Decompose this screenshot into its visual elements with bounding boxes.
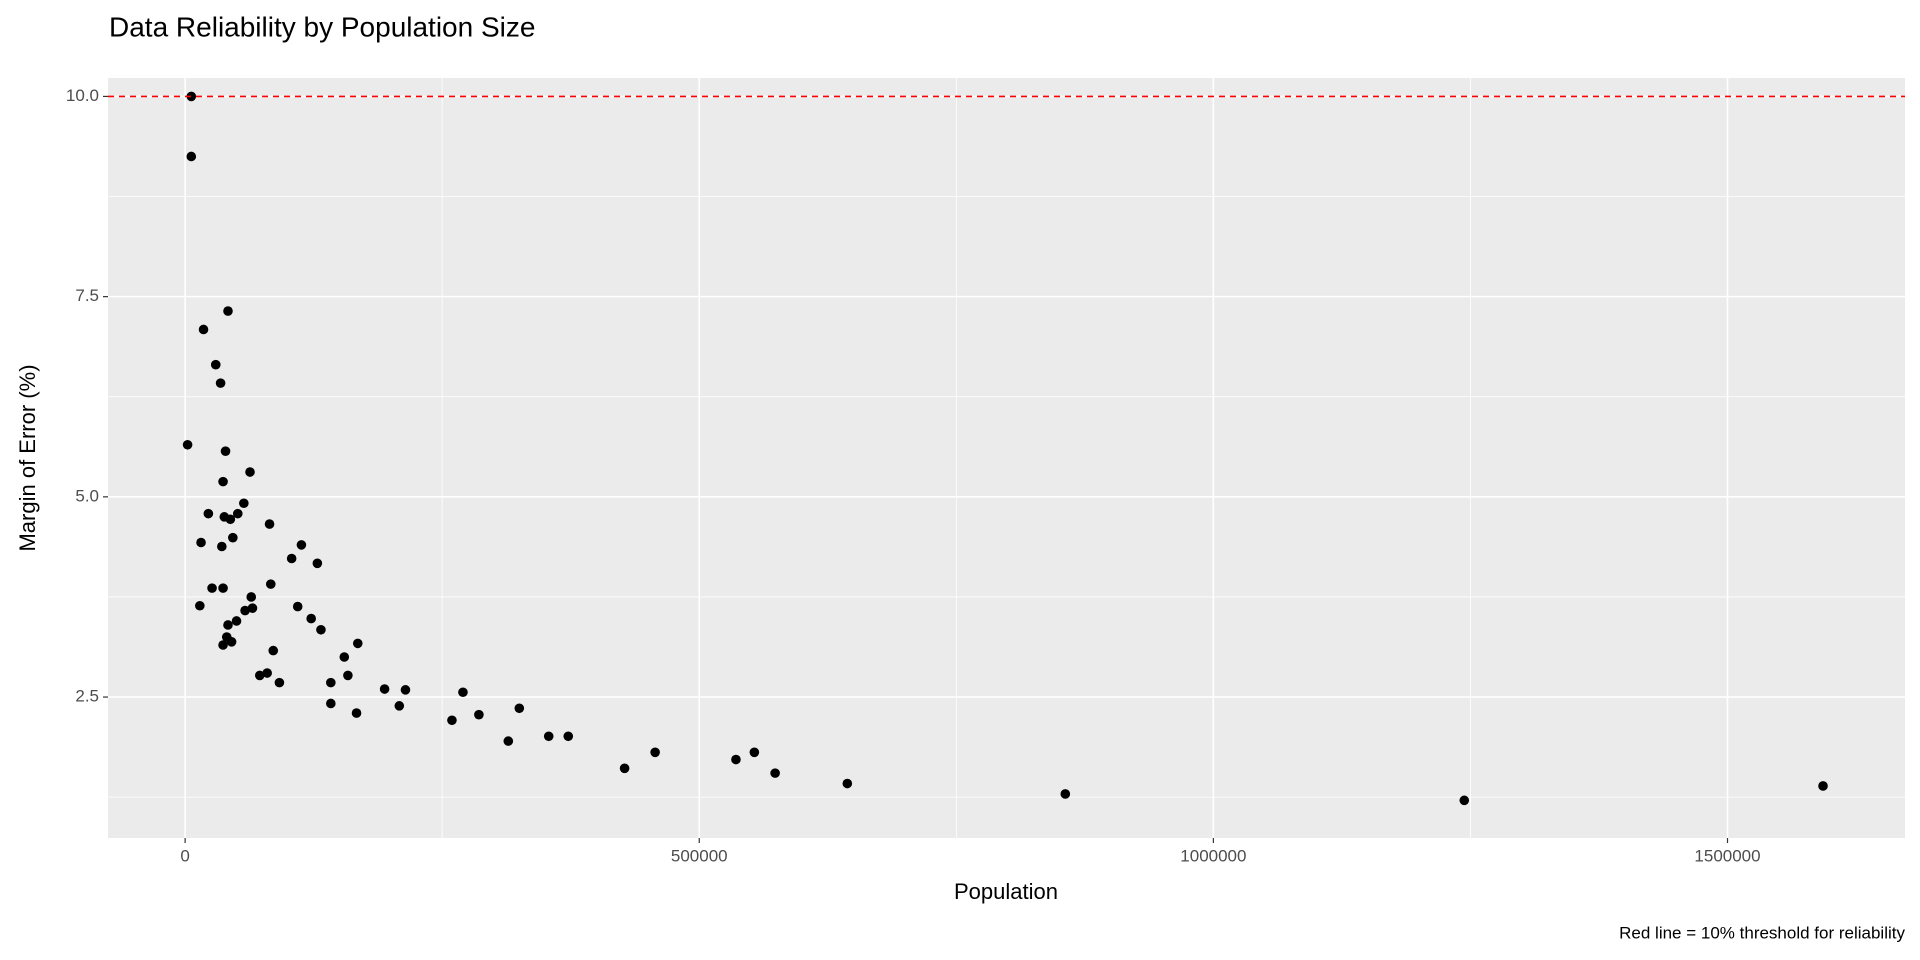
x-tick-label: 1500000 xyxy=(1694,846,1760,865)
point xyxy=(343,670,353,681)
point xyxy=(226,636,237,647)
y-tick-label: 10.0 xyxy=(66,86,99,105)
point xyxy=(223,620,233,630)
point xyxy=(254,670,265,681)
point xyxy=(215,378,226,388)
point xyxy=(245,467,255,477)
point xyxy=(326,677,336,688)
point xyxy=(352,638,363,649)
point xyxy=(225,514,236,525)
point xyxy=(203,508,214,519)
point xyxy=(286,553,297,564)
y-axis-title: Margin of Error (%) xyxy=(15,364,40,551)
point xyxy=(394,701,405,711)
point xyxy=(218,640,228,650)
point xyxy=(749,747,760,758)
point xyxy=(268,645,279,656)
point xyxy=(292,601,303,612)
point xyxy=(770,768,780,778)
point xyxy=(198,324,209,335)
point xyxy=(503,736,514,746)
point xyxy=(240,605,250,616)
x-tick-label: 0 xyxy=(180,846,189,865)
point xyxy=(232,508,243,519)
point xyxy=(274,677,285,688)
point xyxy=(514,703,525,714)
point xyxy=(186,91,197,102)
point xyxy=(1060,789,1071,799)
point xyxy=(379,684,390,694)
point xyxy=(246,592,257,602)
point xyxy=(210,359,221,370)
point xyxy=(400,685,411,695)
point xyxy=(196,537,206,548)
chart-title: Data Reliability by Population Size xyxy=(109,11,535,42)
point xyxy=(239,498,249,509)
point xyxy=(195,600,205,611)
point xyxy=(247,603,258,613)
point xyxy=(351,708,362,718)
point xyxy=(207,583,217,593)
point xyxy=(316,624,326,635)
point xyxy=(731,754,741,765)
point xyxy=(563,731,574,742)
point xyxy=(223,306,233,316)
point xyxy=(231,616,242,626)
x-axis-title: Population xyxy=(954,879,1058,904)
panel-background xyxy=(108,78,1905,838)
point xyxy=(264,519,275,529)
point xyxy=(447,715,457,726)
point xyxy=(339,652,350,662)
point xyxy=(217,541,227,552)
x-tick-label: 1000000 xyxy=(1180,846,1246,865)
point xyxy=(218,583,228,593)
point xyxy=(312,558,323,569)
point xyxy=(220,446,231,456)
point xyxy=(543,731,554,742)
y-tick-label: 5.0 xyxy=(75,486,99,505)
point xyxy=(182,439,193,450)
point xyxy=(619,763,630,774)
point xyxy=(218,476,228,487)
point xyxy=(326,698,336,709)
point xyxy=(306,613,316,624)
point xyxy=(228,532,238,543)
caption: Red line = 10% threshold for reliability xyxy=(1619,923,1905,942)
y-tick-label: 7.5 xyxy=(75,286,99,305)
y-tick-label: 2.5 xyxy=(75,687,99,706)
point xyxy=(650,747,660,758)
point xyxy=(842,778,853,789)
point xyxy=(474,709,484,720)
point xyxy=(458,687,468,698)
point xyxy=(1818,781,1828,791)
point xyxy=(265,579,276,589)
point xyxy=(262,668,272,678)
point xyxy=(1459,795,1470,806)
point xyxy=(296,540,307,550)
point xyxy=(186,151,197,162)
x-tick-label: 500000 xyxy=(671,846,728,865)
